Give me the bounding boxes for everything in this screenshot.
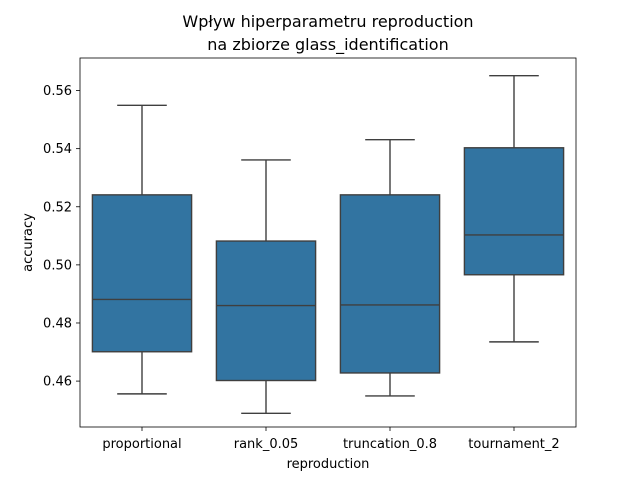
- x-tick-label: rank_0.05: [234, 437, 299, 452]
- chart-title-line-1: Wpływ hiperparametru reproduction: [182, 12, 473, 31]
- y-axis: 0.46 0.48 0.50 0.52 0.54 0.56: [43, 84, 80, 390]
- y-tick-label: 0.52: [43, 200, 72, 215]
- y-tick-label: 0.54: [43, 142, 72, 157]
- box-group-0: [91, 104, 193, 395]
- y-axis-label: accuracy: [21, 213, 36, 272]
- box: [463, 147, 565, 276]
- y-tick-label: 0.46: [43, 375, 72, 390]
- box: [215, 240, 317, 382]
- x-tick-label: proportional: [102, 437, 181, 452]
- box: [91, 194, 193, 353]
- y-tick-label: 0.50: [43, 258, 72, 273]
- axes-frame: [79, 57, 577, 428]
- box-group-3: [463, 75, 565, 343]
- chart-title-line-2: na zbiorze glass_identification: [207, 35, 448, 55]
- x-tick-label: tournament_2: [468, 437, 559, 452]
- box-group-2: [339, 138, 441, 397]
- box: [339, 194, 441, 374]
- x-tick-label: truncation_0.8: [343, 437, 437, 452]
- x-axis: proportional rank_0.05 truncation_0.8 tourn…: [102, 427, 560, 452]
- y-tick-label: 0.56: [43, 84, 72, 99]
- x-axis-label: reproduction: [287, 457, 370, 472]
- plot-area: [91, 75, 565, 415]
- y-tick-label: 0.48: [43, 316, 72, 331]
- box-group-1: [215, 159, 317, 415]
